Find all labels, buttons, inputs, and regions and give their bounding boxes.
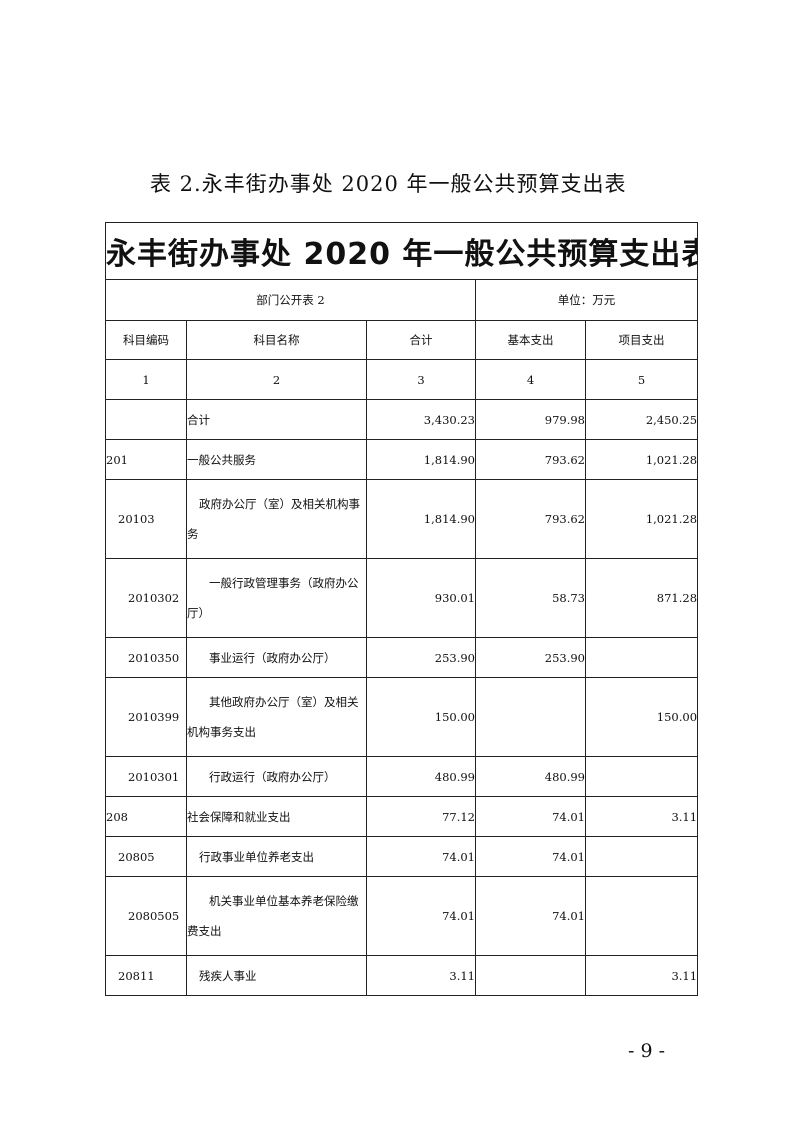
subject-name: 行政运行（政府办公厅）: [186, 756, 367, 797]
subject-code: 2080505: [105, 876, 187, 956]
subject-code: 2010302: [105, 558, 187, 638]
index-4: 4: [475, 359, 586, 400]
subject-code: 20805: [105, 836, 187, 877]
subject-name: 其他政府办公厅（室）及相关机构事务支出: [186, 677, 367, 757]
table-row: 2010350 事业运行（政府办公厅） 253.90 253.90: [105, 637, 699, 678]
subject-code: 20811: [105, 955, 187, 996]
table-row: 2010302 一般行政管理事务（政府办公厅） 930.01 58.73 871.28: [105, 558, 699, 638]
basic-cell: 793.62: [475, 479, 586, 559]
subject-code: 2010301: [105, 756, 187, 797]
basic-cell: 253.90: [475, 637, 586, 678]
subject-name: 行政事业单位养老支出: [186, 836, 367, 877]
subject-code: 20103: [105, 479, 187, 559]
basic-cell: 979.98: [475, 399, 586, 440]
subject-name: 事业运行（政府办公厅）: [186, 637, 367, 678]
total-cell: 74.01: [366, 836, 476, 877]
subject-code: 2010350: [105, 637, 187, 678]
header-total: 合计: [366, 320, 476, 360]
subject-name: 合计: [186, 399, 367, 440]
subject-code: 208: [105, 796, 187, 837]
subject-code: 2010399: [105, 677, 187, 757]
index-1: 1: [105, 359, 187, 400]
header-basic: 基本支出: [475, 320, 586, 360]
table-row: 20103 政府办公厅（室）及相关机构事务 1,814.90 793.62 1,021.…: [105, 479, 699, 559]
header-name: 科目名称: [186, 320, 367, 360]
project-cell: 150.00: [584, 677, 699, 757]
basic-cell: 74.01: [475, 836, 586, 877]
form-label: 部门公开表 2: [105, 279, 476, 321]
project-cell: 1,021.28: [584, 479, 699, 559]
table-row: 合计 3,430.23 979.98 2,450.25: [105, 399, 699, 440]
project-cell: 3.11: [584, 796, 699, 837]
table-row: 20811 残疾人事业 3.11 3.11: [105, 955, 699, 996]
project-cell: [584, 876, 699, 956]
table-row: 208 社会保障和就业支出 77.12 74.01 3.11: [105, 796, 699, 837]
total-cell: 253.90: [366, 637, 476, 678]
subject-name: 残疾人事业: [186, 955, 367, 996]
total-cell: 77.12: [366, 796, 476, 837]
basic-cell: 793.62: [475, 439, 586, 480]
header-project: 项目支出: [584, 320, 699, 360]
subject-name: 社会保障和就业支出: [186, 796, 367, 837]
basic-cell: [475, 677, 586, 757]
total-cell: 480.99: [366, 756, 476, 797]
subject-name: 一般行政管理事务（政府办公厅）: [186, 558, 367, 638]
project-cell: 2,450.25: [584, 399, 699, 440]
total-cell: 3,430.23: [366, 399, 476, 440]
header-row: 科目编码 科目名称 合计 基本支出 项目支出: [105, 320, 699, 360]
project-cell: 1,021.28: [584, 439, 699, 480]
total-cell: 1,814.90: [366, 479, 476, 559]
unit-label: 单位：万元: [474, 279, 699, 321]
table-row: 2010301 行政运行（政府办公厅） 480.99 480.99: [105, 756, 699, 797]
table-title-row: 永丰街办事处 2020 年一般公共预算支出表: [104, 222, 699, 280]
basic-cell: 58.73: [475, 558, 586, 638]
project-cell: 871.28: [584, 558, 699, 638]
subject-name: 一般公共服务: [186, 439, 367, 480]
index-3: 3: [366, 359, 476, 400]
basic-cell: [475, 955, 586, 996]
basic-cell: 74.01: [475, 876, 586, 956]
total-cell: 1,814.90: [366, 439, 476, 480]
total-cell: 930.01: [366, 558, 476, 638]
project-cell: [584, 637, 699, 678]
total-cell: 150.00: [366, 677, 476, 757]
meta-row: 部门公开表 2 单位：万元: [105, 279, 699, 321]
subject-code: [105, 399, 187, 440]
column-index-row: 1 2 3 4 5: [105, 359, 699, 400]
index-5: 5: [584, 359, 699, 400]
table-row: 201 一般公共服务 1,814.90 793.62 1,021.28: [105, 439, 699, 480]
header-code: 科目编码: [105, 320, 187, 360]
total-cell: 3.11: [366, 955, 476, 996]
basic-cell: 74.01: [475, 796, 586, 837]
budget-table: 永丰街办事处 2020 年一般公共预算支出表 部门公开表 2 单位：万元 科目编…: [104, 222, 699, 996]
subject-name: 政府办公厅（室）及相关机构事务: [186, 479, 367, 559]
page-number: - 9 -: [628, 1040, 666, 1062]
project-cell: [584, 756, 699, 797]
table-row: 20805 行政事业单位养老支出 74.01 74.01: [105, 836, 699, 877]
table-title: 永丰街办事处 2020 年一般公共预算支出表: [104, 222, 699, 280]
table-row: 2080505 机关事业单位基本养老保险缴费支出 74.01 74.01: [105, 876, 699, 956]
table-caption: 表 2.永丰街办事处 2020 年一般公共预算支出表: [150, 172, 627, 196]
project-cell: 3.11: [584, 955, 699, 996]
subject-name: 机关事业单位基本养老保险缴费支出: [186, 876, 367, 956]
subject-code: 201: [105, 439, 187, 480]
basic-cell: 480.99: [475, 756, 586, 797]
table-row: 2010399 其他政府办公厅（室）及相关机构事务支出 150.00 150.00: [105, 677, 699, 757]
project-cell: [584, 836, 699, 877]
index-2: 2: [186, 359, 367, 400]
total-cell: 74.01: [366, 876, 476, 956]
